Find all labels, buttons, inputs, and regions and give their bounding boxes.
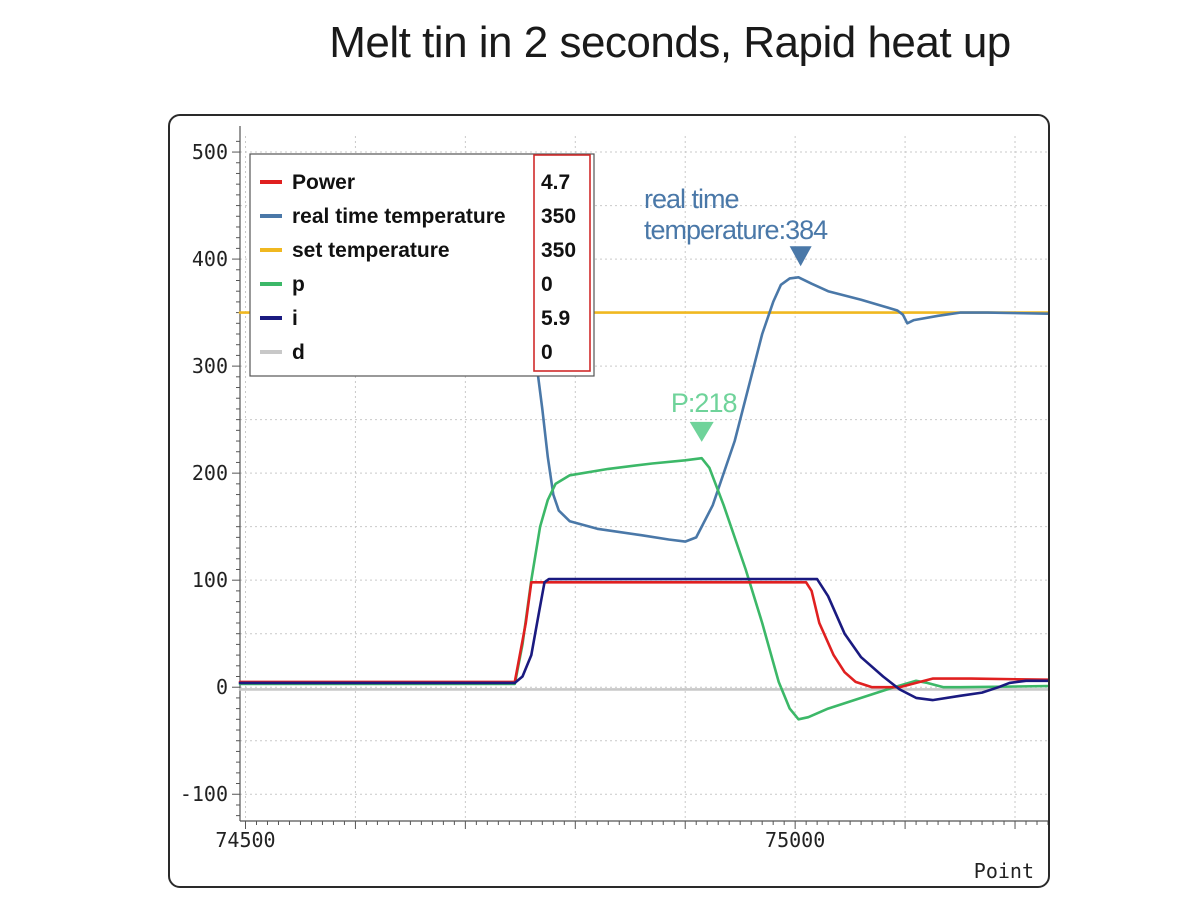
temperature-peak-annotation-line2: temperature:384 <box>644 215 828 245</box>
y-tick-label: 100 <box>192 568 228 592</box>
x-tick-label: 75000 <box>765 828 825 852</box>
y-tick-label: -100 <box>180 782 228 806</box>
legend-value: 5.9 <box>541 307 570 330</box>
series-line-power <box>238 581 1048 689</box>
grid <box>240 136 1048 821</box>
legend-label: d <box>292 341 305 364</box>
series-line-p <box>238 456 1048 721</box>
legend-label: set temperature <box>292 239 450 262</box>
legend-value: 0 <box>541 273 553 296</box>
temperature-peak-arrow-marker <box>789 246 812 267</box>
legend-box <box>249 153 595 377</box>
x-axis-label: Point <box>974 859 1034 883</box>
legend-values-highlight-box <box>533 154 591 372</box>
legend-label: Power <box>292 171 355 194</box>
y-tick-label: 0 <box>216 675 228 699</box>
legend-value: 0 <box>541 341 553 364</box>
chart-panel: 500 400 300 200 100 0 -100 74500 75000 Point real… <box>168 114 1050 888</box>
x-tick-label: 74500 <box>215 828 275 852</box>
legend: Power 4.7 real time temperature 350 set temp… <box>249 153 595 377</box>
chart-svg: 500 400 300 200 100 0 -100 74500 75000 Point real… <box>180 126 1048 883</box>
headline: Melt tin in 2 seconds, Rapid heat up <box>329 18 1011 67</box>
legend-value: 4.7 <box>541 171 570 194</box>
legend-label: real time temperature <box>292 205 506 228</box>
y-tick-label: 500 <box>192 140 228 164</box>
legend-label: p <box>292 273 305 296</box>
y-tick-label: 400 <box>192 247 228 271</box>
legend-value: 350 <box>541 205 576 228</box>
series-line-i <box>238 577 1048 702</box>
y-tick-label: 300 <box>192 354 228 378</box>
axes: 500 400 300 200 100 0 -100 74500 75000 Point <box>180 126 1048 883</box>
temperature-peak-annotation-line1: real time <box>644 184 739 214</box>
p-peak-annotation: P:218 <box>671 388 737 418</box>
p-peak-arrow-marker <box>689 421 714 442</box>
legend-label: i <box>292 307 298 330</box>
series-line-real-time-temperature <box>535 276 1048 543</box>
legend-value: 350 <box>541 239 576 262</box>
y-tick-label: 200 <box>192 461 228 485</box>
